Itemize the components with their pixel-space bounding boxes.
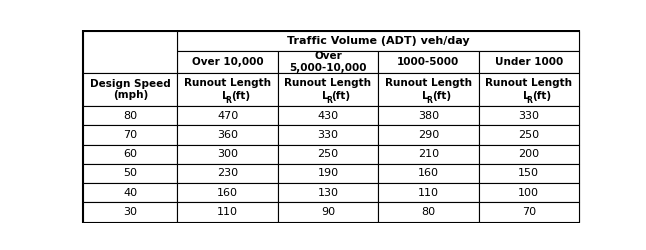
Bar	[278, 164, 378, 183]
Text: 360: 360	[217, 130, 238, 140]
Bar	[378, 125, 479, 144]
Bar	[479, 51, 579, 73]
Text: 1000-5000: 1000-5000	[397, 57, 459, 67]
Bar	[479, 183, 579, 202]
Text: 150: 150	[518, 168, 539, 178]
Bar	[378, 51, 479, 73]
Text: 290: 290	[418, 130, 439, 140]
Bar	[479, 202, 579, 222]
Text: 330: 330	[317, 130, 339, 140]
Text: 110: 110	[418, 188, 439, 198]
Text: L: L	[222, 91, 228, 101]
Text: 130: 130	[317, 188, 339, 198]
Bar	[178, 125, 278, 144]
Text: 250: 250	[518, 130, 539, 140]
Bar	[178, 164, 278, 183]
Bar	[178, 144, 278, 164]
Text: 40: 40	[123, 188, 138, 198]
Text: (ft): (ft)	[532, 91, 551, 101]
Bar	[479, 125, 579, 144]
Text: 50: 50	[123, 168, 138, 178]
Text: (ft): (ft)	[231, 91, 250, 101]
Bar	[83, 31, 178, 73]
Bar	[479, 164, 579, 183]
Bar	[83, 73, 178, 106]
Text: 30: 30	[123, 207, 138, 217]
Bar	[479, 106, 579, 125]
Bar	[479, 144, 579, 164]
Text: Runout Length: Runout Length	[284, 78, 371, 88]
Text: L: L	[422, 91, 429, 101]
Text: 470: 470	[217, 111, 238, 121]
Text: 100: 100	[518, 188, 539, 198]
Bar	[178, 202, 278, 222]
Text: Design Speed
(mph): Design Speed (mph)	[90, 79, 171, 100]
Text: 230: 230	[217, 168, 238, 178]
Text: 60: 60	[123, 149, 138, 159]
Text: (ft): (ft)	[432, 91, 451, 101]
Text: 300: 300	[217, 149, 238, 159]
Text: Over 10,000: Over 10,000	[192, 57, 264, 67]
Text: R: R	[225, 96, 231, 105]
Text: Under 1000: Under 1000	[495, 57, 563, 67]
Text: R: R	[526, 96, 532, 105]
Text: 190: 190	[317, 168, 339, 178]
Text: 80: 80	[123, 111, 138, 121]
Text: 380: 380	[418, 111, 439, 121]
Text: L: L	[322, 91, 329, 101]
Text: 160: 160	[418, 168, 439, 178]
Text: 90: 90	[321, 207, 335, 217]
Bar	[83, 164, 178, 183]
Bar	[83, 125, 178, 144]
Bar	[278, 51, 378, 73]
Text: 110: 110	[217, 207, 238, 217]
Text: R: R	[326, 96, 332, 105]
Bar	[83, 106, 178, 125]
Bar	[378, 202, 479, 222]
Bar	[178, 106, 278, 125]
Text: 160: 160	[217, 188, 238, 198]
Bar	[278, 106, 378, 125]
Text: L: L	[523, 91, 529, 101]
Bar	[83, 183, 178, 202]
Text: 70: 70	[522, 207, 536, 217]
Text: R: R	[426, 96, 432, 105]
Bar	[278, 125, 378, 144]
Text: 70: 70	[123, 130, 138, 140]
Text: Runout Length: Runout Length	[184, 78, 271, 88]
Bar	[83, 144, 178, 164]
Text: 200: 200	[518, 149, 539, 159]
Bar	[178, 31, 579, 51]
Bar	[83, 202, 178, 222]
Bar	[278, 202, 378, 222]
Bar	[278, 73, 378, 106]
Bar	[178, 183, 278, 202]
Bar	[178, 73, 278, 106]
Text: Over
5,000-10,000: Over 5,000-10,000	[289, 51, 367, 73]
Bar	[479, 73, 579, 106]
Bar	[278, 183, 378, 202]
Bar	[378, 183, 479, 202]
Text: 250: 250	[317, 149, 339, 159]
Text: Runout Length: Runout Length	[485, 78, 572, 88]
Text: 430: 430	[317, 111, 339, 121]
Bar	[278, 144, 378, 164]
Text: 210: 210	[418, 149, 439, 159]
Text: 330: 330	[518, 111, 539, 121]
Bar	[378, 144, 479, 164]
Text: (ft): (ft)	[331, 91, 351, 101]
Bar	[378, 73, 479, 106]
Text: 80: 80	[421, 207, 435, 217]
Bar	[178, 51, 278, 73]
Text: Runout Length: Runout Length	[385, 78, 472, 88]
Bar	[378, 164, 479, 183]
Text: Traffic Volume (ADT) veh/day: Traffic Volume (ADT) veh/day	[287, 36, 470, 46]
Bar	[378, 106, 479, 125]
